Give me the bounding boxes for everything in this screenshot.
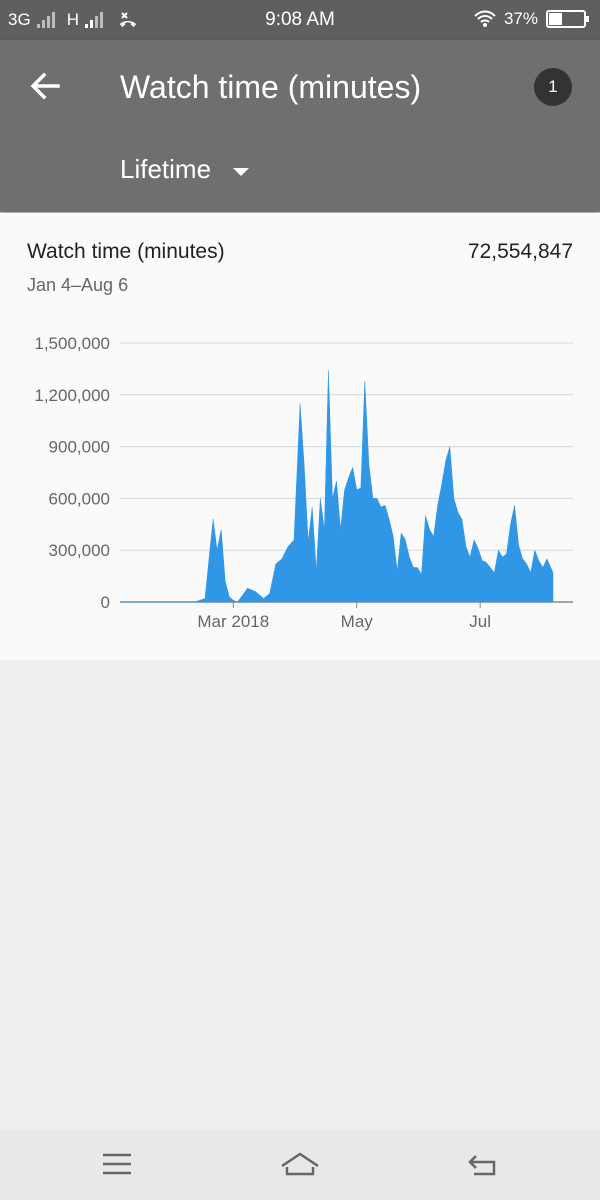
y-tick-label: 300,000	[49, 541, 110, 560]
y-tick-label: 600,000	[49, 489, 110, 508]
watch-time-area-series	[120, 370, 554, 603]
y-tick-label: 1,200,000	[34, 386, 110, 405]
back-arrow-icon	[30, 72, 60, 100]
battery-percent: 37%	[503, 9, 538, 28]
status-bar: 3G H 9:08 AM 37%	[0, 0, 600, 40]
watch-time-card: Watch time (minutes) 72,554,847 Jan 4–Au…	[0, 213, 600, 660]
watch-time-chart: 1,500,000 1,200,000 900,000 600,000 300,000 0…	[34, 334, 573, 631]
battery-icon	[546, 10, 589, 28]
notification-badge[interactable]: 1	[534, 68, 572, 106]
home-button[interactable]	[280, 1146, 320, 1182]
navigation-bar	[0, 1130, 600, 1200]
x-tick-label: May	[341, 612, 374, 631]
app-bar: Watch time (minutes) 1 Lifetime	[0, 40, 600, 212]
period-label: Lifetime	[120, 154, 212, 184]
y-tick-label: 900,000	[49, 438, 110, 457]
back-nav-button[interactable]	[462, 1146, 502, 1182]
network-type-2: H	[66, 10, 79, 29]
return-icon	[468, 1155, 496, 1176]
x-tick-label: Mar 2018	[197, 612, 269, 631]
wifi-icon	[474, 10, 496, 27]
date-range: Jan 4–Aug 6	[27, 275, 129, 295]
menu-icon	[103, 1153, 131, 1175]
status-right: 37%	[474, 9, 590, 29]
page-title: Watch time (minutes)	[120, 69, 422, 105]
card-title: Watch time (minutes)	[27, 240, 225, 263]
network-type-1: 3G	[8, 10, 31, 29]
back-button[interactable]	[26, 66, 70, 106]
total-value: 72,554,847	[467, 240, 573, 263]
status-left: 3G H	[8, 10, 139, 30]
home-icon	[281, 1152, 319, 1176]
y-tick-label: 0	[101, 593, 110, 612]
clock: 9:08 AM	[265, 9, 335, 30]
x-tick-label: Jul	[469, 612, 491, 631]
y-tick-label: 1,500,000	[34, 334, 110, 353]
dropdown-caret-icon	[233, 167, 250, 176]
signal-icon-2	[84, 12, 103, 28]
signal-icon	[36, 12, 55, 28]
period-dropdown[interactable]: Lifetime	[120, 154, 250, 185]
missed-call-icon	[119, 12, 136, 27]
menu-button[interactable]	[97, 1146, 137, 1182]
